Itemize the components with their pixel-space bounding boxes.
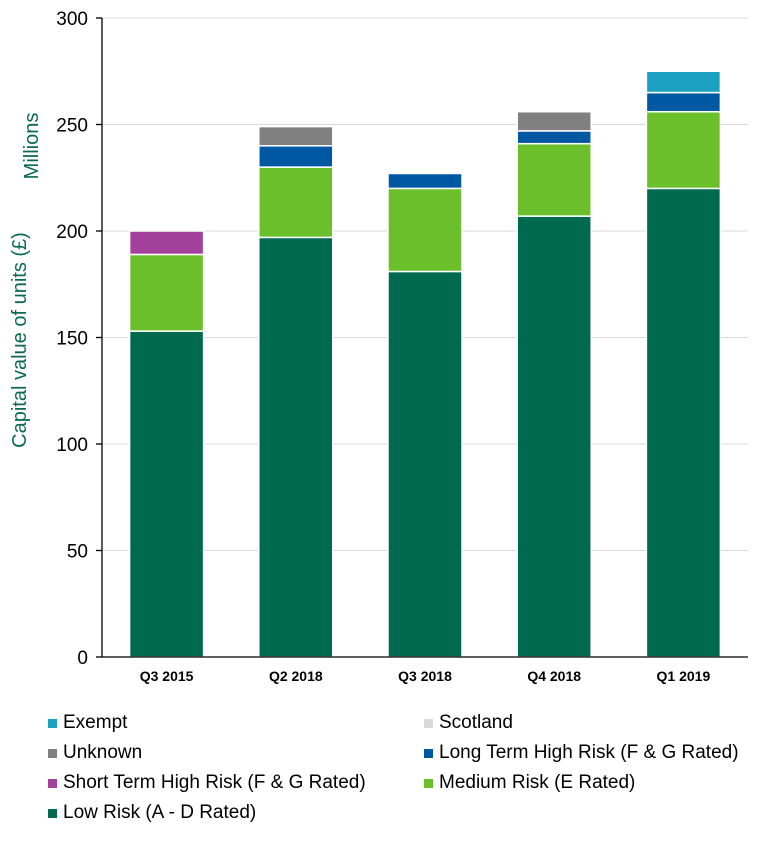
y-tick-label: 200 — [56, 222, 88, 243]
bar-segment-1-1 — [128, 330, 205, 658]
legend-swatch — [48, 778, 57, 788]
y-axis-unit-label: Millions — [21, 113, 43, 180]
legend-label: Short Term High Risk (F & G Rated) — [63, 772, 366, 793]
y-axis-title: Capital value of units (£) — [9, 232, 31, 448]
legend-item: Short Term High Risk (F & G Rated) — [48, 772, 366, 794]
legend-label: Low Risk (A - D Rated) — [63, 802, 257, 823]
legend-item: Long Term High Risk (F & G Rated) — [424, 742, 739, 764]
legend-label: Long Term High Risk (F & G Rated) — [439, 742, 739, 763]
y-tick-label: 300 — [56, 9, 88, 30]
legend-swatch — [424, 748, 433, 758]
y-tick-label: 0 — [77, 648, 88, 669]
y-tick-label: 100 — [56, 435, 88, 456]
bar-segment-2-5 — [258, 125, 334, 147]
x-category-label: Q1 2019 — [657, 668, 711, 684]
legend-item: Unknown — [48, 742, 142, 764]
bar-segment-1-2 — [128, 253, 205, 332]
bar-segment-4-2 — [516, 142, 592, 217]
legend-swatch — [48, 718, 57, 728]
bar-segment-4-5 — [516, 110, 592, 132]
legend-item: Medium Risk (E Rated) — [424, 772, 635, 794]
legend-label: Medium Risk (E Rated) — [439, 772, 636, 793]
bar-segment-3-1 — [387, 270, 463, 658]
legend-swatch — [424, 778, 433, 788]
legend-item: Scotland — [424, 712, 513, 734]
y-tick-label: 250 — [56, 116, 88, 137]
legend-swatch — [48, 808, 57, 818]
legend-swatch — [424, 718, 433, 728]
legend-swatch — [48, 748, 57, 758]
y-tick-label: 150 — [56, 329, 88, 350]
x-category-label: Q3 2018 — [398, 668, 452, 684]
x-category-label: Q2 2018 — [269, 668, 323, 684]
bar-segment-5-2 — [645, 110, 722, 190]
bar-segment-4-4 — [516, 130, 592, 145]
bar-segment-2-4 — [258, 145, 334, 168]
legend-label: Unknown — [63, 742, 143, 763]
legend-item: Low Risk (A - D Rated) — [48, 802, 256, 824]
bar-segment-3-4 — [387, 172, 463, 190]
bar-segment-3-2 — [387, 187, 463, 273]
bar-segment-5-4 — [645, 91, 722, 113]
y-tick-label: 50 — [67, 542, 88, 563]
legend-item: Exempt — [48, 712, 127, 734]
legend-label: Scotland — [439, 712, 513, 733]
bar-segment-4-1 — [516, 215, 592, 658]
bar-segment-2-1 — [258, 236, 334, 658]
x-category-label: Q3 2015 — [140, 668, 194, 684]
bar-segment-2-2 — [258, 166, 334, 239]
legend-label: Exempt — [63, 712, 128, 733]
x-category-label: Q4 2018 — [527, 668, 581, 684]
bar-segment-1-3 — [128, 230, 205, 256]
bar-segment-5-7 — [645, 70, 722, 94]
stacked-bar-chart: 0 50 100 150 200 250 300 Q3 2015 Q2 2018 Q3 2018 Q… — [9, 9, 748, 684]
bar-segment-5-1 — [645, 187, 722, 658]
